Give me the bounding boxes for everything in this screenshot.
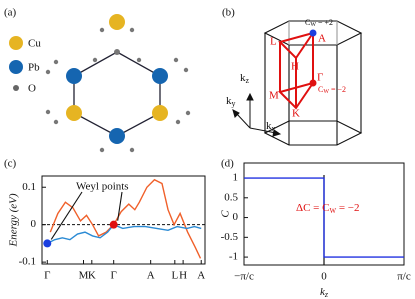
- panel-label: (a): [4, 7, 17, 19]
- cw-label: CW = −2: [318, 85, 346, 96]
- legend-atom: [13, 85, 19, 91]
- label: kz: [320, 286, 329, 299]
- y-axis-label: Energy (eV): [8, 193, 20, 247]
- subscript: W: [329, 207, 336, 215]
- panel-label: (b): [222, 7, 235, 19]
- x-tick-label: K: [88, 270, 96, 282]
- lattice: [45, 14, 191, 153]
- point-label: H: [291, 61, 299, 73]
- value: = +2: [316, 18, 333, 27]
- x-tick-label: 0: [321, 271, 327, 283]
- y-tick-label: -0.1: [19, 256, 36, 268]
- label: ΔC = CW = −2: [296, 202, 359, 215]
- symbol: ΔC = C: [296, 202, 329, 214]
- subscript: z: [324, 290, 329, 299]
- y-tick-label: 0.5: [224, 191, 238, 203]
- subscript: x: [272, 124, 276, 133]
- weyl-point: [309, 79, 317, 87]
- x-tick-label: π/c: [397, 271, 411, 283]
- brillouin-zone: [263, 20, 363, 146]
- subscript: z: [246, 76, 250, 85]
- weyl-point: [309, 29, 317, 37]
- point-label: A: [318, 33, 326, 45]
- symbol: k: [266, 120, 272, 132]
- cw-label: CW = +2: [305, 18, 333, 29]
- x-tick-label: −π/c: [234, 271, 254, 283]
- legend-label: Cu: [28, 38, 41, 50]
- value: = −2: [336, 202, 359, 214]
- legend-label: O: [28, 83, 36, 95]
- legend-atom: [9, 36, 23, 50]
- weyl-point: [43, 239, 52, 248]
- axis-label: kx: [266, 120, 276, 133]
- x-tick-label: L: [171, 270, 178, 282]
- y-tick-label: 0.1: [22, 181, 36, 193]
- point-label: Γ: [317, 72, 323, 84]
- symbol: k: [320, 286, 326, 298]
- legend-label: Pb: [28, 62, 40, 74]
- y-axis-label: C: [220, 210, 232, 218]
- axis-label: ky: [226, 95, 236, 108]
- series-line: [244, 177, 404, 258]
- symbol: C: [318, 85, 323, 94]
- reduced-zone: [278, 32, 314, 110]
- series-line: [49, 178, 202, 259]
- x-tick-label: Γ: [111, 270, 117, 282]
- point-label: M: [269, 90, 279, 102]
- annotation-arrow: [50, 191, 83, 240]
- value: = −2: [329, 85, 346, 94]
- y-tick-label: 0: [233, 211, 239, 223]
- point-label: K: [292, 108, 300, 120]
- axis-label: kz: [240, 72, 250, 85]
- y-tick-label: 1: [233, 172, 239, 184]
- symbol: k: [240, 72, 246, 84]
- subscript: W: [323, 89, 329, 95]
- axes-arrows: [232, 92, 282, 137]
- subscript: y: [232, 99, 236, 108]
- weyl-point: [109, 220, 118, 229]
- subscript: W: [310, 22, 316, 28]
- panel-label: (d): [221, 158, 234, 170]
- panel-label: (c): [4, 158, 17, 170]
- x-tick-label: A: [147, 270, 155, 282]
- symbol: k: [226, 95, 232, 107]
- y-tick-label: 0: [31, 218, 37, 230]
- legend-atom: [9, 60, 23, 74]
- x-tick-label: A: [197, 270, 205, 282]
- x-tick-label: M: [79, 270, 89, 282]
- annotation: Weyl points: [76, 181, 129, 193]
- x-tick-label: H: [179, 270, 187, 282]
- series-line: [46, 223, 202, 245]
- plot-frame: [41, 175, 206, 265]
- x-tick-label: Γ: [44, 270, 50, 282]
- y-tick-label: -1: [229, 251, 238, 263]
- annotation-arrow: [117, 191, 123, 221]
- y-tick-label: -0.5: [221, 231, 239, 243]
- symbol: C: [305, 18, 310, 27]
- point-label: L: [270, 36, 277, 48]
